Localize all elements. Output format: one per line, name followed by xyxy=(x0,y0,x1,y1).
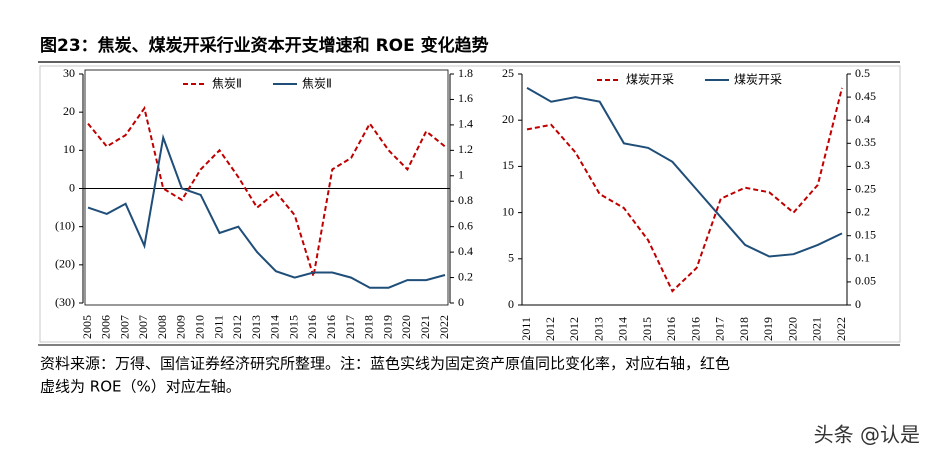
plot-frame xyxy=(84,69,449,306)
y2-tick-label: 1.6 xyxy=(458,91,473,105)
y-tick-label: 25 xyxy=(502,66,514,80)
series-line xyxy=(526,87,843,293)
x-tick-label: 2013 xyxy=(249,315,263,339)
x-tick-label: 2018 xyxy=(362,315,376,339)
x-tick-label: 2017 xyxy=(343,315,357,339)
x-tick-label: 2007 xyxy=(136,315,150,339)
x-tick-label: 2016 xyxy=(305,315,319,339)
y-tick-label: 10 xyxy=(63,142,75,156)
legend-label: 焦炭Ⅱ xyxy=(302,77,332,91)
y-tick-label: 0 xyxy=(69,180,75,194)
x-tick-label: 2014 xyxy=(616,317,630,341)
x-tick-label: 2022 xyxy=(437,315,451,339)
x-tick-label: 2013 xyxy=(591,317,605,341)
watermark: 头条 @认是 xyxy=(814,423,920,447)
y2-tick-label: 0.4 xyxy=(458,244,473,258)
y-tick-label: 5 xyxy=(508,251,514,265)
legend-label: 煤炭开采 xyxy=(734,73,782,87)
x-tick-label: 2012 xyxy=(543,317,557,341)
y2-tick-label: 0.1 xyxy=(855,251,870,265)
x-tick-label: 2007 xyxy=(117,315,131,339)
x-tick-label: 2020 xyxy=(785,317,799,341)
x-tick-label: 2021 xyxy=(810,317,824,341)
chart-frame xyxy=(39,65,901,343)
y2-tick-label: 0.35 xyxy=(855,135,876,149)
y2-tick-label: 0.4 xyxy=(855,112,870,126)
x-tick-label: 2016 xyxy=(324,315,338,339)
y2-tick-label: 1.4 xyxy=(458,117,473,131)
x-tick-label: 2011 xyxy=(519,317,533,341)
x-tick-label: 2018 xyxy=(737,317,751,341)
y2-tick-label: 0.15 xyxy=(855,227,876,241)
x-tick-label: 2015 xyxy=(286,315,300,339)
x-tick-label: 2009 xyxy=(174,315,188,339)
y2-tick-label: 1.8 xyxy=(458,66,473,80)
y-tick-label: (20) xyxy=(55,257,75,271)
x-tick-label: 2012 xyxy=(230,315,244,339)
y2-tick-label: 0 xyxy=(855,297,861,311)
legend-label: 煤炭开采 xyxy=(626,73,674,87)
y-tick-label: 20 xyxy=(502,112,514,126)
y2-tick-label: 1 xyxy=(458,168,464,182)
series-line xyxy=(87,133,446,289)
x-tick-label: 2006 xyxy=(99,315,113,339)
x-tick-label: 2020 xyxy=(399,315,413,339)
x-tick-label: 2005 xyxy=(80,315,94,339)
x-tick-label: 2012 xyxy=(567,317,581,341)
x-tick-label: 2017 xyxy=(713,317,727,341)
title: 图23：焦炭、煤炭开采行业资本开支增速和 ROE 变化趋势 xyxy=(40,35,489,56)
y2-tick-label: 0.2 xyxy=(458,269,473,283)
y2-tick-label: 0.8 xyxy=(458,193,473,207)
y-tick-label: 20 xyxy=(63,104,75,118)
x-tick-label: 2008 xyxy=(155,315,169,339)
y2-tick-label: 0.3 xyxy=(855,158,870,172)
y2-tick-label: 0.45 xyxy=(855,89,876,103)
y-tick-label: (30) xyxy=(55,295,75,309)
x-tick-label: 2019 xyxy=(761,317,775,341)
y2-tick-label: 0.2 xyxy=(855,204,870,218)
x-tick-label: 2019 xyxy=(380,315,394,339)
y2-tick-label: 0.5 xyxy=(855,66,870,80)
y2-tick-label: 0.6 xyxy=(458,218,473,232)
y2-tick-label: 1.2 xyxy=(458,142,473,156)
note-line: 虚线为 ROE（%）对应左轴。 xyxy=(40,378,241,396)
x-tick-label: 2021 xyxy=(418,315,432,339)
y-tick-label: 0 xyxy=(508,297,514,311)
note-line: 资料来源：万得、国信证券经济研究所整理。注：蓝色实线为固定资产原值同比变化率，对… xyxy=(40,355,730,373)
x-tick-label: 2016 xyxy=(688,317,702,341)
y-tick-label: 10 xyxy=(502,204,514,218)
x-tick-label: 2016 xyxy=(664,317,678,341)
x-tick-label: 2010 xyxy=(192,315,206,339)
x-tick-label: 2022 xyxy=(834,317,848,341)
y-tick-label: 15 xyxy=(502,158,514,172)
y2-tick-label: 0.05 xyxy=(855,274,876,288)
y2-tick-label: 0.25 xyxy=(855,181,876,195)
x-tick-label: 2014 xyxy=(268,315,282,339)
y-tick-label: (10) xyxy=(55,218,75,232)
y2-tick-label: 0 xyxy=(458,295,464,309)
y-tick-label: 30 xyxy=(63,66,75,80)
legend-label: 焦炭Ⅱ xyxy=(212,77,242,91)
series-line xyxy=(526,87,843,258)
series-line xyxy=(87,105,446,277)
x-tick-label: 2011 xyxy=(211,315,225,339)
x-tick-label: 2015 xyxy=(640,317,654,341)
